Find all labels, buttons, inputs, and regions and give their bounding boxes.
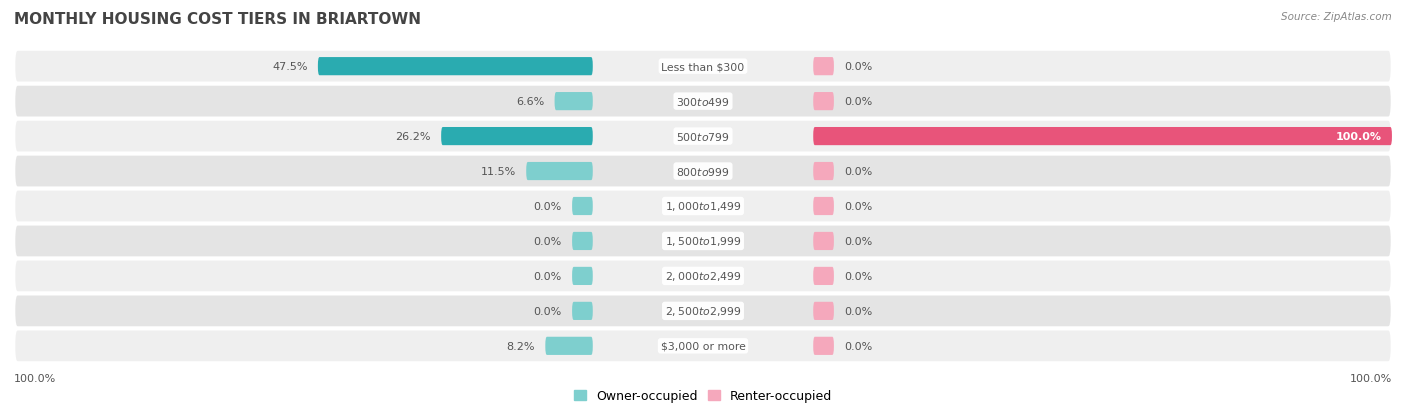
Text: 0.0%: 0.0%: [533, 236, 562, 247]
Text: 0.0%: 0.0%: [533, 306, 562, 316]
FancyBboxPatch shape: [813, 302, 834, 320]
FancyBboxPatch shape: [813, 232, 834, 250]
FancyBboxPatch shape: [572, 267, 593, 285]
Text: 26.2%: 26.2%: [395, 132, 430, 142]
Text: Source: ZipAtlas.com: Source: ZipAtlas.com: [1281, 12, 1392, 22]
Text: 47.5%: 47.5%: [271, 62, 308, 72]
FancyBboxPatch shape: [813, 93, 834, 111]
FancyBboxPatch shape: [14, 85, 1392, 119]
Text: 0.0%: 0.0%: [844, 271, 873, 281]
Text: $1,000 to $1,499: $1,000 to $1,499: [665, 200, 741, 213]
Text: 6.6%: 6.6%: [516, 97, 544, 107]
FancyBboxPatch shape: [318, 58, 593, 76]
FancyBboxPatch shape: [14, 294, 1392, 328]
Text: 0.0%: 0.0%: [844, 62, 873, 72]
FancyBboxPatch shape: [441, 128, 593, 146]
Text: $2,000 to $2,499: $2,000 to $2,499: [665, 270, 741, 283]
FancyBboxPatch shape: [813, 337, 834, 355]
FancyBboxPatch shape: [14, 120, 1392, 154]
FancyBboxPatch shape: [14, 190, 1392, 223]
FancyBboxPatch shape: [813, 197, 834, 216]
Text: 0.0%: 0.0%: [844, 202, 873, 211]
FancyBboxPatch shape: [813, 58, 834, 76]
Legend: Owner-occupied, Renter-occupied: Owner-occupied, Renter-occupied: [568, 385, 838, 408]
Text: $500 to $799: $500 to $799: [676, 131, 730, 143]
Text: $1,500 to $1,999: $1,500 to $1,999: [665, 235, 741, 248]
FancyBboxPatch shape: [572, 197, 593, 216]
Text: 100.0%: 100.0%: [1350, 373, 1392, 383]
FancyBboxPatch shape: [14, 329, 1392, 363]
Text: Less than $300: Less than $300: [661, 62, 745, 72]
Text: 0.0%: 0.0%: [844, 236, 873, 247]
FancyBboxPatch shape: [813, 163, 834, 181]
FancyBboxPatch shape: [813, 128, 1392, 146]
Text: 11.5%: 11.5%: [481, 166, 516, 177]
Text: MONTHLY HOUSING COST TIERS IN BRIARTOWN: MONTHLY HOUSING COST TIERS IN BRIARTOWN: [14, 12, 420, 27]
Text: 8.2%: 8.2%: [506, 341, 534, 351]
FancyBboxPatch shape: [14, 225, 1392, 258]
Text: 0.0%: 0.0%: [844, 166, 873, 177]
Text: $3,000 or more: $3,000 or more: [661, 341, 745, 351]
Text: 0.0%: 0.0%: [844, 341, 873, 351]
FancyBboxPatch shape: [572, 302, 593, 320]
FancyBboxPatch shape: [526, 163, 593, 181]
Text: $2,500 to $2,999: $2,500 to $2,999: [665, 305, 741, 318]
FancyBboxPatch shape: [14, 259, 1392, 293]
Text: 0.0%: 0.0%: [844, 97, 873, 107]
FancyBboxPatch shape: [14, 50, 1392, 84]
FancyBboxPatch shape: [813, 267, 834, 285]
Text: 100.0%: 100.0%: [14, 373, 56, 383]
FancyBboxPatch shape: [546, 337, 593, 355]
FancyBboxPatch shape: [14, 155, 1392, 188]
Text: $300 to $499: $300 to $499: [676, 96, 730, 108]
Text: 0.0%: 0.0%: [844, 306, 873, 316]
Text: 0.0%: 0.0%: [533, 202, 562, 211]
Text: $800 to $999: $800 to $999: [676, 166, 730, 178]
FancyBboxPatch shape: [572, 232, 593, 250]
Text: 100.0%: 100.0%: [1336, 132, 1382, 142]
Text: 0.0%: 0.0%: [533, 271, 562, 281]
FancyBboxPatch shape: [554, 93, 593, 111]
